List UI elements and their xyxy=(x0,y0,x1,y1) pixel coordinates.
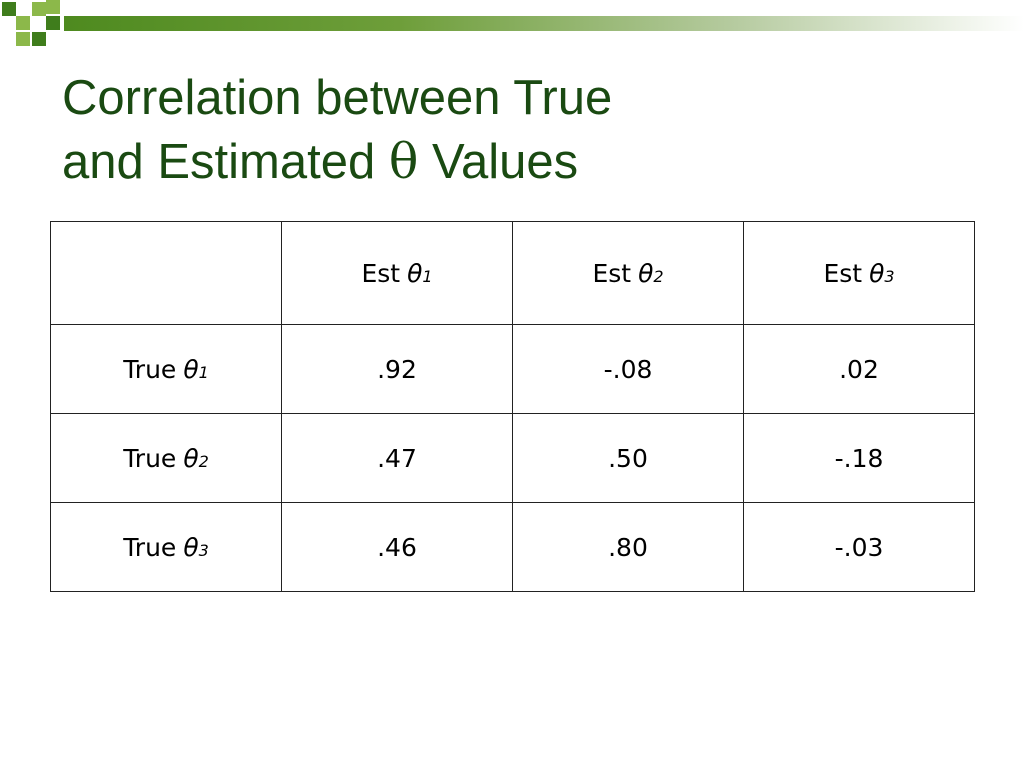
decor-square xyxy=(46,0,60,14)
table-header-cell: Est θ 1 xyxy=(281,221,513,325)
decor-square xyxy=(32,2,46,16)
row-label-cell: True θ 2 xyxy=(50,413,282,503)
table-cell: .80 xyxy=(512,502,744,592)
decor-gradient-bar xyxy=(64,16,1024,31)
table-header-cell: Est θ 3 xyxy=(743,221,975,325)
title-line-2: and Estimated θ Values xyxy=(62,133,579,190)
row-label-cell: True θ 1 xyxy=(50,324,282,414)
table-cell: -.08 xyxy=(512,324,744,414)
table-cell: .47 xyxy=(281,413,513,503)
table-cell: .92 xyxy=(281,324,513,414)
decor-square xyxy=(2,2,16,16)
row-label-cell: True θ 3 xyxy=(50,502,282,592)
correlation-table: Est θ 1 Est θ 2 Est θ 3 True θ 1 .92 -.08 .02 Tr… xyxy=(50,221,975,592)
slide-header-decoration xyxy=(0,0,1024,60)
title-line-1: Correlation between True xyxy=(62,71,613,125)
table-cell: .46 xyxy=(281,502,513,592)
table-corner-cell xyxy=(50,221,282,325)
table-row: True θ 1 .92 -.08 .02 xyxy=(50,324,975,414)
table-header-cell: Est θ 2 xyxy=(512,221,744,325)
decor-square xyxy=(16,32,30,46)
table-cell: -.18 xyxy=(743,413,975,503)
table-row: True θ 3 .46 .80 -.03 xyxy=(50,502,975,592)
decor-square xyxy=(16,16,30,30)
decor-square xyxy=(32,32,46,46)
table-row: True θ 2 .47 .50 -.18 xyxy=(50,413,975,503)
table-cell: -.03 xyxy=(743,502,975,592)
theta-symbol: θ xyxy=(388,133,419,190)
decor-square xyxy=(46,16,60,30)
table-header-row: Est θ 1 Est θ 2 Est θ 3 xyxy=(50,221,975,325)
table-cell: .02 xyxy=(743,324,975,414)
table-cell: .50 xyxy=(512,413,744,503)
slide-title: Correlation between True and Estimated θ… xyxy=(62,66,962,194)
